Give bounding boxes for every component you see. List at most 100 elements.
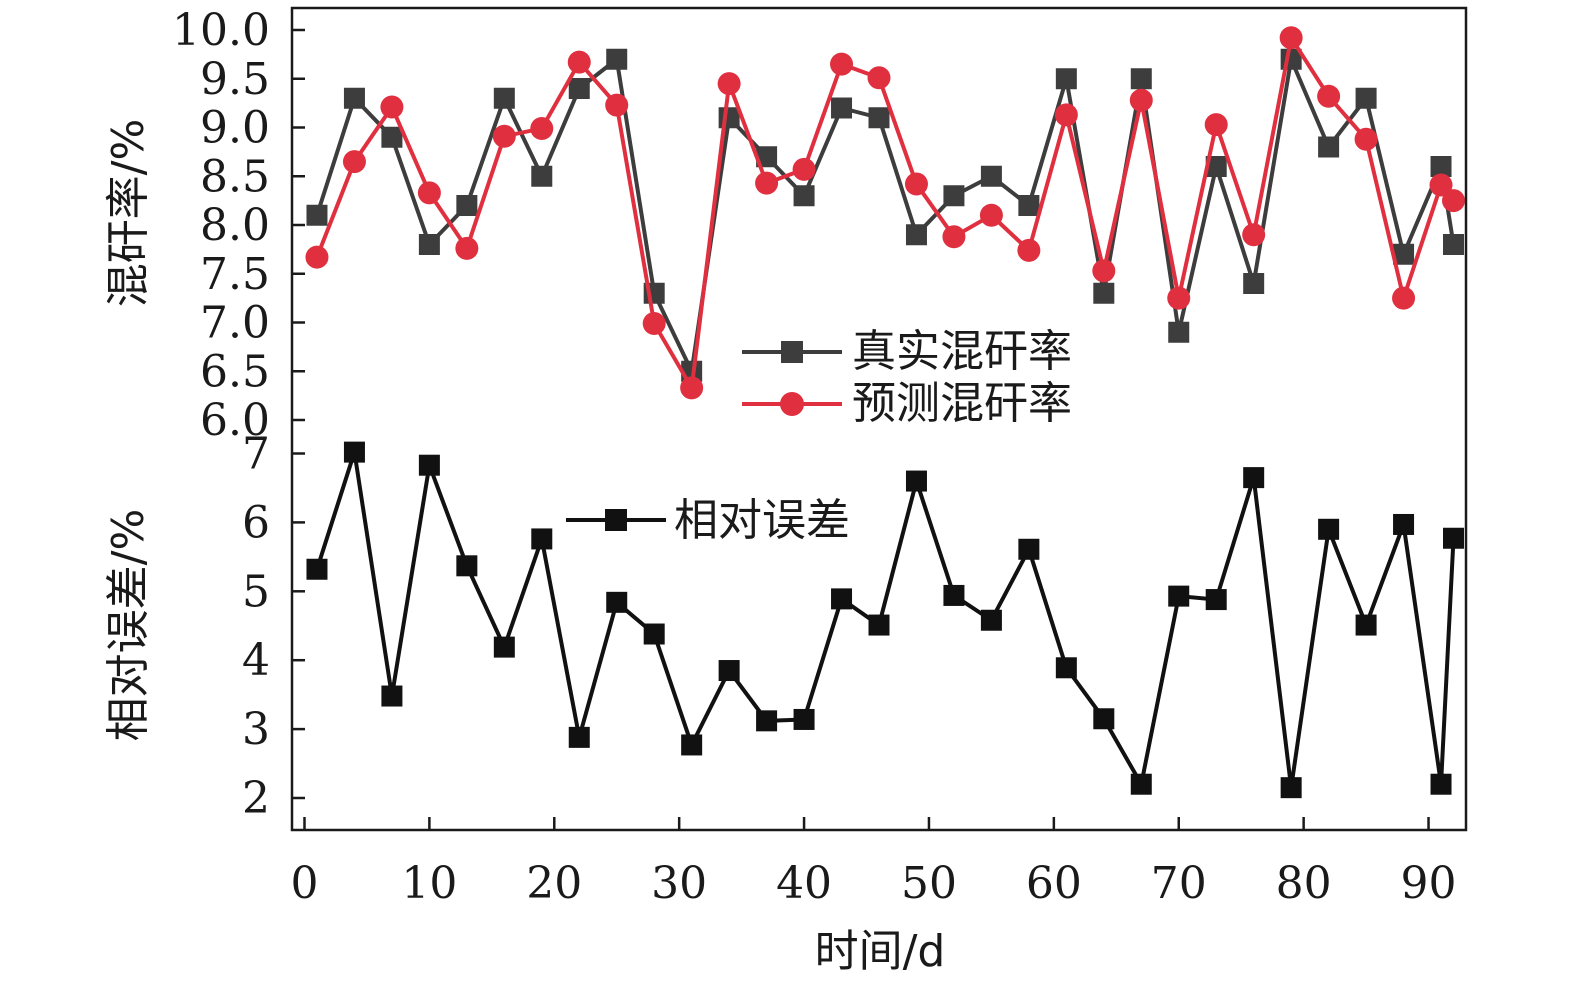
data-point [1167, 286, 1191, 310]
data-point [642, 311, 666, 335]
data-point [868, 107, 890, 129]
data-point [531, 165, 553, 187]
data-point [606, 48, 628, 70]
data-point [1093, 708, 1115, 730]
legend-label-error: 相对误差 [674, 495, 850, 546]
data-point [755, 171, 779, 195]
x-axis-label: 时间/d [815, 926, 946, 977]
data-point [756, 710, 778, 732]
top-y-tick-label: 10.0 [172, 5, 270, 56]
data-point [1442, 189, 1466, 213]
legend-label-actual: 真实混矸率 [852, 326, 1072, 377]
data-point [1354, 127, 1378, 151]
data-point [831, 588, 853, 610]
legend-marker-error [605, 509, 627, 531]
x-tick-label: 0 [290, 858, 318, 909]
data-point [943, 185, 965, 207]
data-point [905, 224, 927, 246]
data-point [1393, 243, 1415, 265]
data-point [1093, 282, 1115, 304]
data-point [1130, 68, 1152, 90]
data-point [905, 470, 927, 492]
x-tick-label: 20 [526, 858, 582, 909]
data-point [567, 50, 591, 74]
x-tick-label: 60 [1026, 858, 1082, 909]
top-y-tick-label: 9.5 [200, 54, 270, 105]
data-point [1168, 321, 1190, 343]
data-point [305, 245, 329, 269]
data-point [1018, 538, 1040, 560]
series-line-top-0 [315, 57, 1456, 374]
data-point [456, 195, 478, 216]
data-point [756, 146, 778, 168]
data-point [568, 726, 590, 748]
data-point [530, 116, 554, 140]
data-point [1355, 87, 1377, 109]
data-point [1205, 589, 1227, 611]
bottom-y-axis-label: 相对误差/% [103, 509, 154, 742]
data-point [1443, 527, 1465, 549]
data-point [456, 555, 478, 577]
top-y-tick-label: 7.0 [200, 298, 270, 349]
top-y-tick-label: 9.0 [200, 103, 270, 154]
data-point [718, 107, 740, 129]
bottom-y-tick-label: 7 [242, 429, 270, 480]
data-point [1054, 103, 1078, 127]
legend-marker-actual [781, 341, 803, 363]
data-point [306, 204, 328, 226]
top-panel [305, 26, 1466, 400]
data-point [1092, 259, 1116, 283]
series-line-bottom-0 [315, 450, 1456, 790]
top-y-tick-label: 6.5 [200, 346, 270, 397]
data-point [1430, 156, 1452, 177]
data-point [568, 78, 590, 99]
data-point [942, 225, 966, 249]
data-point [792, 157, 816, 181]
data-point [1317, 84, 1341, 108]
data-point [1355, 614, 1377, 636]
x-tick-label: 50 [901, 858, 957, 909]
data-point [1430, 773, 1452, 795]
data-point [831, 97, 853, 119]
data-point [868, 614, 890, 636]
data-point [342, 150, 366, 174]
data-point [605, 93, 629, 117]
data-point [1318, 518, 1340, 540]
top-y-axis-label: 混矸率/% [103, 119, 154, 308]
data-point [980, 609, 1002, 631]
bottom-y-tick-label: 3 [242, 704, 270, 755]
data-point [830, 52, 854, 76]
data-point [606, 591, 628, 613]
data-point [1168, 585, 1190, 607]
axes: 0 10 20 30 40 50 60 70 80 90 6.06.57.07.58.08.59.0… [172, 5, 1468, 909]
x-tick-label: 40 [776, 858, 832, 909]
data-point [343, 87, 365, 109]
x-tick-label: 70 [1151, 858, 1207, 909]
data-point [455, 236, 479, 260]
data-point [531, 528, 553, 550]
data-point [306, 558, 328, 580]
data-point [418, 234, 440, 255]
legend-top: 真实混矸率 预测混矸率 [742, 326, 1072, 429]
legend-label-predicted: 预测混矸率 [852, 378, 1072, 429]
bottom-y-tick-label: 4 [242, 635, 270, 686]
data-point [867, 66, 891, 90]
data-point [1130, 773, 1152, 795]
data-point [380, 95, 404, 119]
data-point [717, 72, 741, 96]
data-point [1018, 195, 1040, 216]
top-y-tick-label: 8.0 [200, 200, 270, 251]
data-point [1129, 88, 1153, 112]
data-point [1280, 777, 1302, 799]
top-y-tick-label: 7.5 [200, 249, 270, 300]
data-point [643, 623, 665, 645]
data-point [381, 126, 403, 148]
top-y-tick-label: 6.0 [200, 395, 270, 446]
data-point [381, 685, 403, 707]
data-point [681, 734, 703, 756]
data-point [417, 181, 441, 205]
data-point [718, 660, 740, 682]
legend-marker-predicted [780, 392, 804, 416]
data-point [1429, 173, 1453, 197]
bottom-y-tick-label: 6 [242, 497, 270, 548]
